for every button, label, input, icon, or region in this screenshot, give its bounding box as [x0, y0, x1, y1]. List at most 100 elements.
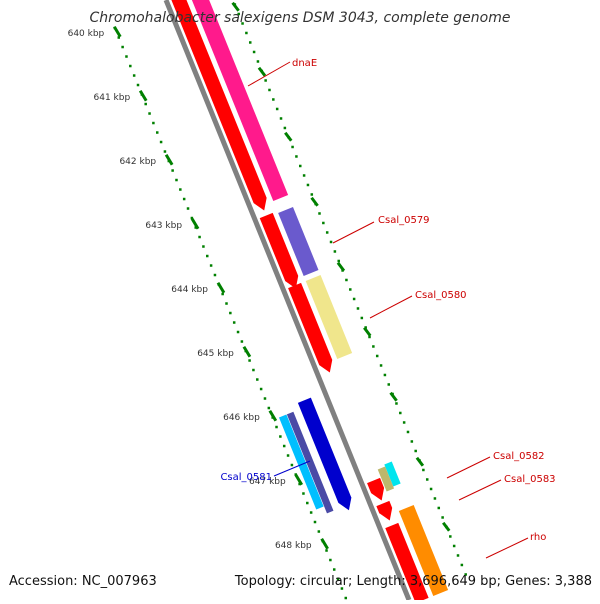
kbp-tick-label: 643 kbp [145, 221, 182, 231]
outer-track-dot [441, 516, 444, 519]
ruler-dot [202, 245, 205, 248]
ruler-dot [186, 207, 190, 210]
ruler-dot [336, 577, 340, 581]
outer-track-dot [252, 50, 256, 54]
kbp-tick-label: 648 kbp [275, 541, 312, 551]
kbp-tick-label: 646 kbp [223, 413, 260, 423]
outer-track-dot [310, 193, 314, 196]
ruler-dot [136, 83, 140, 87]
ruler-dot [148, 112, 151, 115]
gene-label-leader-line [485, 537, 529, 559]
outer-track-dot [349, 288, 352, 291]
gene-Csal_0579-block [278, 206, 319, 276]
ruler-dot [182, 197, 186, 201]
gene-Csal_0582-block [384, 461, 401, 487]
ruler-dot [132, 74, 136, 77]
outer-major-tick [284, 131, 293, 142]
outer-track-dot [402, 421, 406, 424]
ruler-dot [302, 492, 305, 495]
ruler-dot [152, 121, 155, 125]
ruler-dot [290, 463, 294, 467]
gene-Csal_0581-block [278, 414, 324, 510]
ruler-dot [159, 140, 163, 144]
gene-label-leader-line [446, 456, 491, 479]
outer-major-tick [389, 391, 398, 402]
gene-label-Csal_0580: Csal_0580 [415, 290, 467, 301]
ruler-dot [198, 235, 201, 239]
outer-track-dot [356, 307, 360, 310]
outer-track-dot [237, 12, 240, 16]
cds-forward-block [367, 477, 385, 501]
outer-track-dot [452, 544, 456, 548]
gene-label-rho: rho [530, 532, 546, 543]
outer-track-dot [372, 345, 375, 348]
outer-major-tick [363, 326, 372, 337]
ruler-dot [209, 264, 213, 267]
ruler-dot [175, 178, 178, 182]
outer-track-dot [272, 98, 275, 101]
outer-track-dot [302, 174, 306, 177]
gene-labels: dnaE Csal_0579 Csal_0580 Csal_0581 Csal_0582… [220, 58, 556, 559]
outer-track-dot [422, 468, 425, 472]
gene-Csal_0580-block [305, 274, 353, 359]
cds-forward-block [171, 0, 267, 211]
ruler-dot [256, 378, 259, 381]
gene-label-Csal_0581: Csal_0581 [220, 472, 272, 483]
outer-track-dot [387, 383, 391, 386]
outer-track-dot [245, 31, 248, 35]
ruler-dot [225, 302, 228, 305]
ruler-dot [325, 549, 328, 552]
outer-track-dot [333, 250, 337, 253]
outer-track-dot [306, 183, 310, 187]
outer-track-dot [352, 297, 356, 301]
gene-label-Csal_0582: Csal_0582 [493, 451, 545, 462]
ruler-dot [282, 444, 286, 448]
ruler-dot [259, 387, 263, 391]
outer-track-dot [279, 117, 283, 120]
outer-major-tick [336, 261, 346, 272]
ruler-dot [329, 558, 332, 562]
outer-track-dot [399, 411, 402, 415]
ruler-major-tick [294, 474, 304, 486]
cds-forward-block [376, 500, 393, 521]
ruler-dot [144, 102, 147, 106]
outer-track-dot [268, 88, 271, 92]
outer-track-dot [410, 440, 414, 443]
ruler-major-tick [320, 538, 329, 550]
kbp-tick-label: 647 kbp [249, 477, 286, 487]
ruler-dot [171, 169, 174, 172]
ruler-dot [248, 359, 251, 362]
ruler-major-tick [113, 26, 122, 38]
gene-reverse-block [286, 411, 334, 514]
ruler-dot [125, 55, 128, 58]
outer-track-dot [360, 316, 364, 320]
ruler-dot [309, 511, 313, 514]
outer-major-tick [415, 456, 425, 467]
outer-track-dot [264, 79, 267, 82]
gene-Csal_0583-block [377, 466, 395, 492]
ruler-major-tick [138, 90, 148, 102]
ruler-dot [232, 321, 236, 324]
gene-rho-block [398, 504, 449, 596]
outer-track-dot [425, 478, 429, 481]
outer-track-dot [329, 240, 333, 244]
ruler-dot [279, 435, 282, 438]
outer-track-dot [248, 41, 252, 44]
outer-track-dot [275, 107, 279, 111]
outer-track-dot [429, 487, 433, 491]
outer-track-dot [345, 278, 348, 282]
outer-track-dot [283, 126, 287, 130]
gene-label-leader-line [369, 295, 413, 319]
ruler-dot [306, 501, 309, 505]
cds-forward-block [288, 282, 333, 373]
ruler-dot [155, 131, 159, 134]
outer-track-dot [433, 497, 437, 500]
outer-major-tick [442, 521, 451, 532]
ruler-dot [129, 64, 132, 68]
ruler-dot [240, 340, 244, 343]
outer-track-dot [322, 221, 325, 225]
outer-track-dot [379, 364, 383, 367]
gene-label-leader-line [458, 479, 502, 501]
outer-track-dot [414, 449, 417, 453]
